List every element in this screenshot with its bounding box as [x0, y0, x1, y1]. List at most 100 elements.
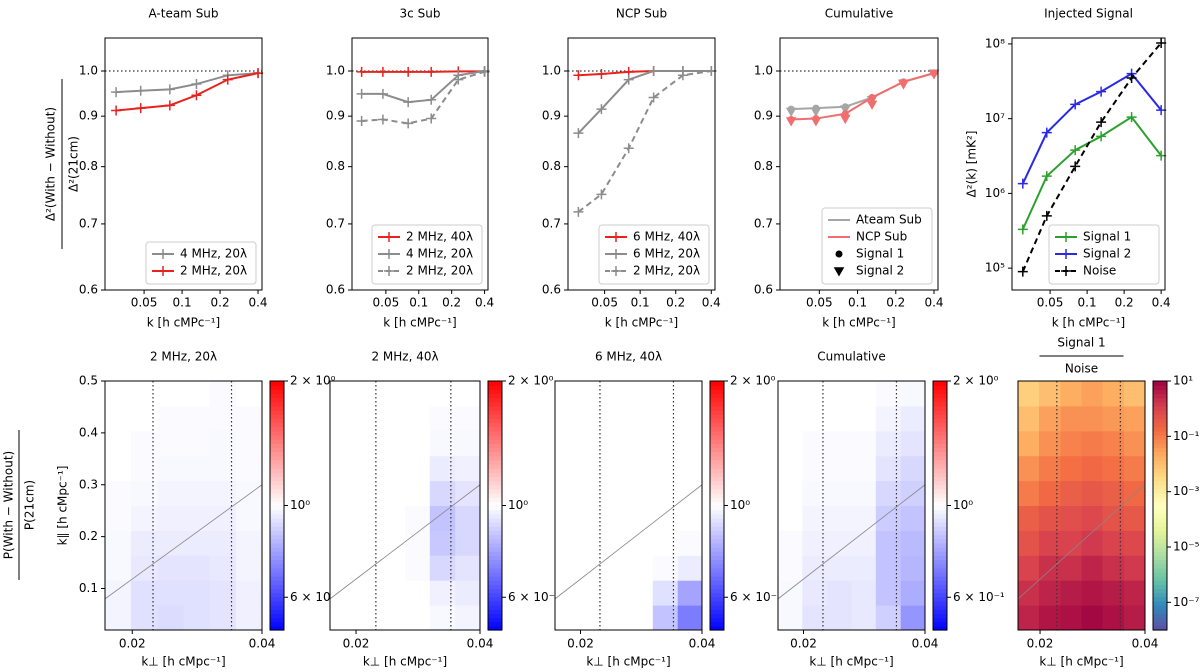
- colorbar-slice: [1153, 576, 1167, 581]
- colorbar-slice: [933, 596, 947, 602]
- x-tick-label: 0.4: [924, 296, 943, 310]
- heatmap-cell: [236, 430, 263, 457]
- heatmap-cell: [405, 455, 431, 482]
- heatmap-cell: [1060, 480, 1082, 506]
- y-tick-label: 0.7: [754, 216, 773, 230]
- y-tick-label: 10⁶: [985, 186, 1005, 200]
- heatmap-cell: [875, 381, 902, 407]
- colorbar-slice: [933, 588, 947, 594]
- chart-title: Cumulative: [825, 7, 894, 21]
- heatmap-cell: [1060, 605, 1082, 631]
- heatmap-cell: [579, 505, 605, 531]
- x-tick-label: 0.05: [131, 296, 158, 310]
- heatmap-cell: [1018, 605, 1040, 631]
- colorbar-tick-label: 10⁰: [953, 498, 973, 512]
- heatmap-cell: [604, 430, 629, 457]
- colorbar-slice: [933, 584, 947, 590]
- legend-label: NCP Sub: [856, 230, 907, 244]
- data-point: [426, 66, 437, 77]
- x-axis-label: k⊥ [h cMpc⁻¹]: [809, 655, 893, 669]
- x-tick-label: 0.04: [912, 637, 939, 651]
- heatmap-cell: [555, 381, 580, 407]
- colorbar-slice: [270, 509, 284, 515]
- x-tick-label: 0.4: [1152, 296, 1171, 310]
- heatmap-cell: [1018, 381, 1040, 407]
- colorbar-slice: [1153, 534, 1167, 540]
- colorbar-slice: [710, 555, 724, 561]
- colorbar-slice: [270, 617, 284, 623]
- colorbar-slice: [933, 592, 947, 598]
- plot-frame: [567, 37, 716, 291]
- colorbar-slice: [1153, 381, 1167, 386]
- chart-title-numerator: Signal 1: [1057, 336, 1105, 350]
- heatmap-cell: [354, 430, 381, 457]
- colorbar-slice: [710, 455, 724, 461]
- heatmap-cell: [157, 430, 184, 457]
- colorbar-slice: [933, 567, 947, 573]
- colorbar-slice: [710, 517, 724, 523]
- heatmap-cell: [604, 405, 629, 432]
- data-point: [453, 74, 464, 85]
- colorbar-slice: [933, 389, 947, 395]
- heatmap-cell: [405, 430, 431, 457]
- heatmap-cell: [1060, 530, 1082, 556]
- heatmap-cell: [380, 505, 406, 531]
- x-tick-label: 0.05: [373, 296, 400, 310]
- colorbar-slice: [710, 563, 724, 569]
- colorbar-slice: [270, 447, 284, 453]
- heatmap-cell: [183, 455, 210, 482]
- colorbar-slice: [933, 439, 947, 444]
- x-tick-label: 0.2: [666, 296, 685, 310]
- colorbar-slice: [270, 571, 284, 577]
- colorbar-slice: [270, 609, 284, 614]
- heatmap-cell: [778, 530, 803, 556]
- heatmap-cell: [380, 530, 406, 556]
- heatmap-cell: [429, 555, 456, 581]
- heatmap-cell: [1081, 381, 1103, 407]
- colorbar-slice: [710, 534, 724, 540]
- colorbar-slice: [270, 405, 284, 411]
- heatmap-cell: [105, 555, 132, 581]
- heatmap-cell: [105, 480, 132, 506]
- series-line: [791, 72, 935, 121]
- colorbar-slice: [933, 401, 947, 407]
- heatmap-cell: [330, 480, 356, 506]
- heatmap-cell: [875, 480, 902, 506]
- colorbar-slice: [270, 393, 284, 399]
- data-point: [928, 70, 940, 80]
- heatmap-cell: [900, 430, 926, 457]
- heatmap-cell: [330, 455, 356, 482]
- heatmap-cell: [330, 505, 356, 531]
- heatmap-cell: [1060, 381, 1082, 407]
- x-tick-label: 0.1: [1078, 296, 1097, 310]
- heatmap-cell: [652, 480, 679, 506]
- heatmap-cell: [555, 480, 580, 506]
- heatmap-cell: [236, 530, 263, 556]
- heatmap-cell: [778, 480, 803, 506]
- y-tick-label: 0.8: [754, 159, 773, 173]
- colorbar-tick-label: 10⁻³: [1173, 484, 1200, 498]
- colorbar-slice: [710, 381, 724, 386]
- colorbar-slice: [710, 509, 724, 515]
- data-point: [253, 68, 264, 79]
- series-line: [116, 72, 259, 94]
- bottom-ylabel-denominator: P(21cm): [23, 480, 37, 530]
- data-point: [1041, 127, 1052, 138]
- heatmap-cell: [330, 530, 356, 556]
- bottom-ylabel-numerator: P(With − Without): [2, 451, 16, 559]
- heatmap-cell: [555, 405, 580, 432]
- colorbar-slice: [710, 505, 724, 511]
- colorbar-slice: [1153, 600, 1167, 606]
- colorbar-slice: [1153, 385, 1167, 390]
- heatmap-cell: [1018, 505, 1040, 531]
- heatmap-cell: [851, 430, 877, 457]
- colorbar-slice: [1153, 488, 1167, 494]
- heatmap-cell: [555, 605, 580, 631]
- heatmap-cell: [827, 430, 852, 457]
- series-line: [1021, 72, 1162, 185]
- colorbar-slice: [270, 459, 284, 465]
- colorbar-slice: [270, 551, 284, 556]
- colorbar-slice: [710, 580, 724, 585]
- heatmap-cell: [405, 381, 431, 407]
- colorbar-slice: [270, 426, 284, 432]
